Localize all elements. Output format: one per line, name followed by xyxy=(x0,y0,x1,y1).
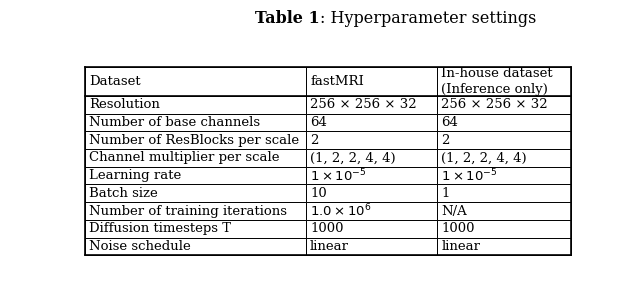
Bar xyxy=(306,167,437,185)
Bar xyxy=(437,238,571,256)
Text: 2: 2 xyxy=(442,134,450,147)
Bar xyxy=(85,96,306,114)
Text: (1, 2, 2, 4, 4): (1, 2, 2, 4, 4) xyxy=(442,151,527,164)
Bar xyxy=(437,114,571,131)
Text: $1 \times 10^{-5}$: $1 \times 10^{-5}$ xyxy=(442,167,498,184)
Bar xyxy=(306,131,437,149)
Bar xyxy=(85,67,306,96)
Text: 256 × 256 × 32: 256 × 256 × 32 xyxy=(310,98,417,111)
Text: Dataset: Dataset xyxy=(89,75,141,88)
Bar xyxy=(306,238,437,256)
Text: 2: 2 xyxy=(310,134,319,147)
Text: Resolution: Resolution xyxy=(89,98,160,111)
Bar xyxy=(85,202,306,220)
Bar xyxy=(85,220,306,238)
Text: 1000: 1000 xyxy=(310,222,344,235)
Bar xyxy=(85,185,306,202)
Bar xyxy=(437,185,571,202)
Text: fastMRI: fastMRI xyxy=(310,75,364,88)
Bar xyxy=(437,96,571,114)
Bar xyxy=(306,202,437,220)
Bar xyxy=(437,220,571,238)
Text: 1: 1 xyxy=(442,187,450,200)
Text: Number of ResBlocks per scale: Number of ResBlocks per scale xyxy=(89,134,299,147)
Bar xyxy=(306,67,437,96)
Bar xyxy=(437,131,571,149)
Bar xyxy=(306,96,437,114)
Bar xyxy=(437,202,571,220)
Text: Number of training iterations: Number of training iterations xyxy=(89,205,287,218)
Text: 64: 64 xyxy=(442,116,458,129)
Text: $1 \times 10^{-5}$: $1 \times 10^{-5}$ xyxy=(310,167,367,184)
Bar xyxy=(85,238,306,256)
Bar xyxy=(306,114,437,131)
Bar xyxy=(437,167,571,185)
Bar xyxy=(437,67,571,96)
Text: (1, 2, 2, 4, 4): (1, 2, 2, 4, 4) xyxy=(310,151,396,164)
Bar xyxy=(85,167,306,185)
Text: 64: 64 xyxy=(310,116,327,129)
Text: Noise schedule: Noise schedule xyxy=(89,240,191,253)
Text: $1.0 \times 10^{6}$: $1.0 \times 10^{6}$ xyxy=(310,203,372,219)
Text: 10: 10 xyxy=(310,187,327,200)
Text: In-house dataset
(Inference only): In-house dataset (Inference only) xyxy=(442,67,553,96)
Bar xyxy=(306,185,437,202)
Text: 1000: 1000 xyxy=(442,222,475,235)
Text: Table 1: Table 1 xyxy=(255,10,320,27)
Text: Number of base channels: Number of base channels xyxy=(89,116,260,129)
Bar xyxy=(306,220,437,238)
Text: linear: linear xyxy=(442,240,481,253)
Bar xyxy=(85,149,306,167)
Text: : Hyperparameter settings: : Hyperparameter settings xyxy=(320,10,536,27)
Text: N/A: N/A xyxy=(442,205,467,218)
Text: linear: linear xyxy=(310,240,349,253)
Bar xyxy=(85,114,306,131)
Text: Diffusion timesteps T: Diffusion timesteps T xyxy=(89,222,231,235)
Bar xyxy=(306,149,437,167)
Bar xyxy=(437,149,571,167)
Text: Batch size: Batch size xyxy=(89,187,157,200)
Text: Channel multiplier per scale: Channel multiplier per scale xyxy=(89,151,280,164)
Bar xyxy=(85,131,306,149)
Text: Learning rate: Learning rate xyxy=(89,169,181,182)
Text: 256 × 256 × 32: 256 × 256 × 32 xyxy=(442,98,548,111)
